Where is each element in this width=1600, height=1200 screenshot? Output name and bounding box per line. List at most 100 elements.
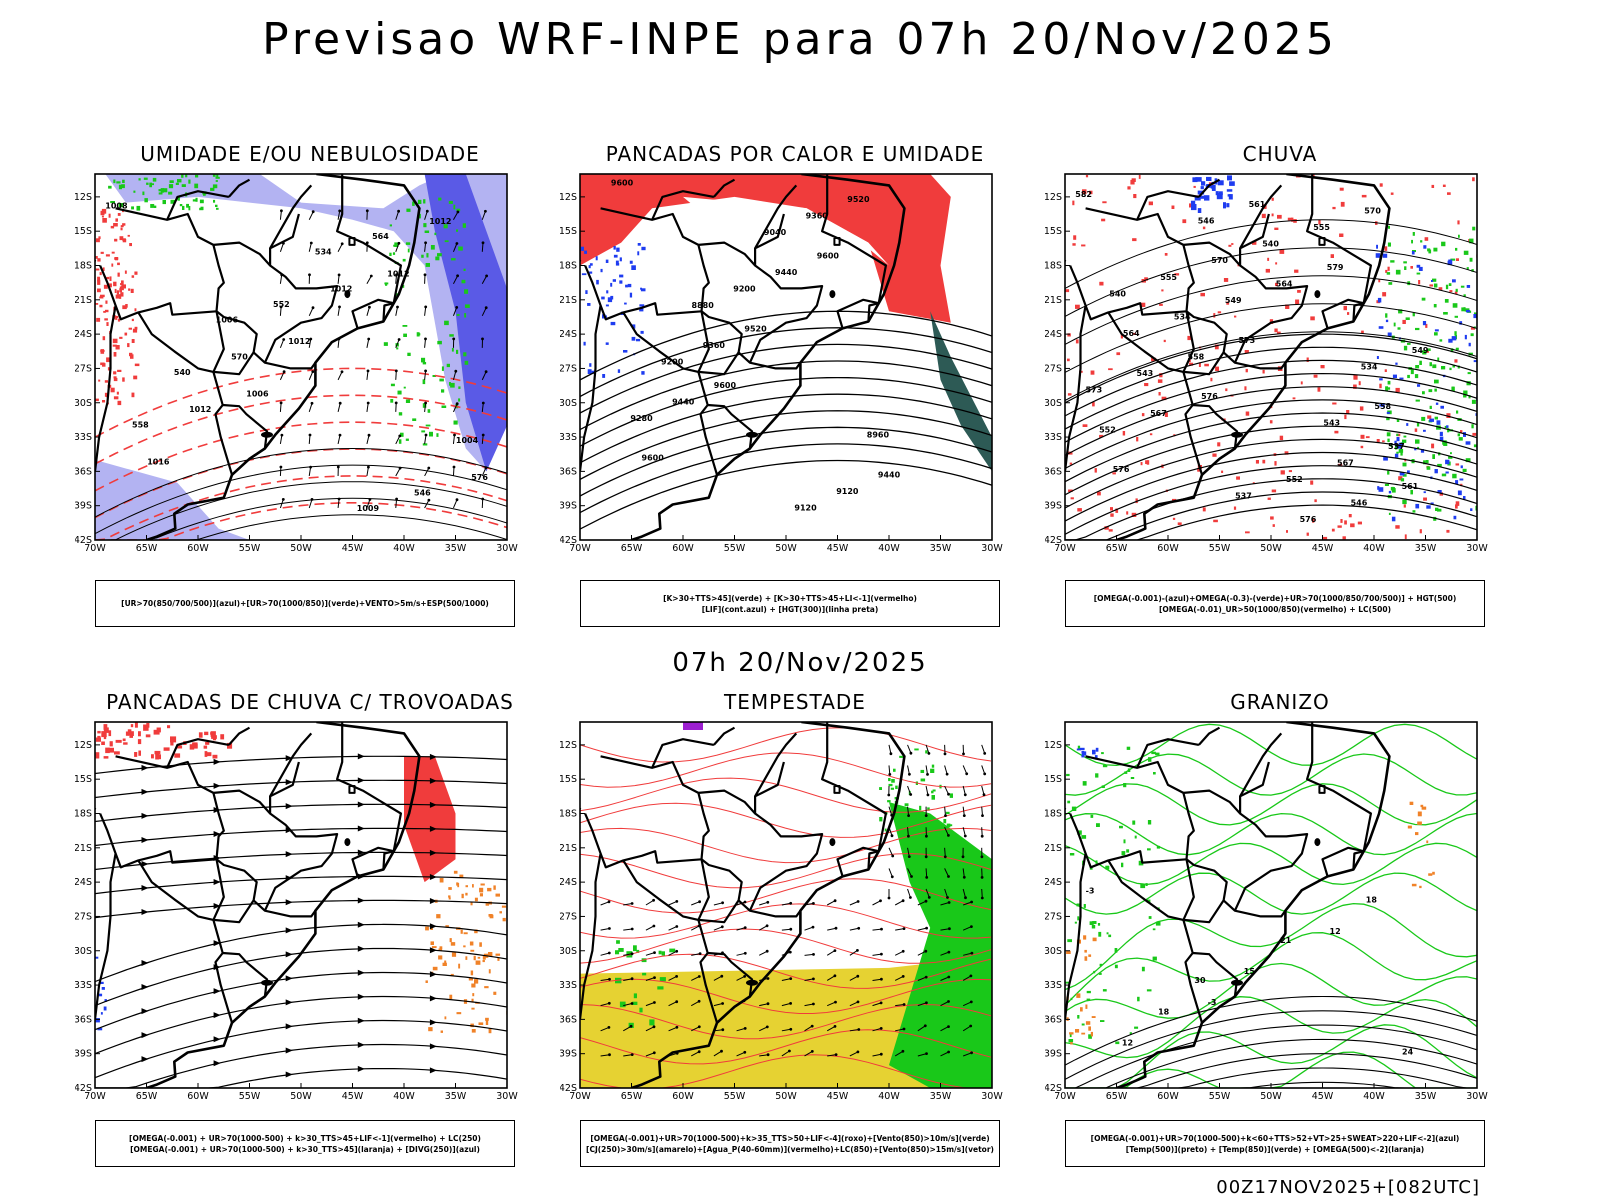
rain-region [1094,468,1097,473]
wind-vector-head [630,927,634,931]
wind-vector [888,806,893,816]
rain-region [1212,453,1217,457]
wind-vector [337,243,343,253]
wind-vector-head [280,433,284,437]
rain-region [1215,366,1219,371]
legend-line: [OMEGA(-0.01)_UR>50(1000/850)(vermelho) … [1158,604,1392,614]
contour-label: 576 [1300,515,1317,524]
strong-wind-region [931,795,935,800]
temp850-contour [1074,921,1077,924]
lon-label: 40W [1363,1091,1385,1102]
lat-label: 15S [560,774,577,785]
rain-region [1454,359,1458,363]
rain-region [1378,279,1381,283]
wind-vector-head [282,338,286,341]
omega-region [1414,374,1419,379]
moderate-instability [430,941,434,945]
moderate-instability [485,1017,489,1021]
contour-label: 534 [1361,362,1378,371]
temp850-contour [1130,777,1135,779]
isoline [95,421,507,492]
contour-label: 534 [315,248,332,257]
thickness-marker [102,363,106,367]
rain-region [1271,489,1277,493]
wind-vector-head [902,927,906,930]
wind-vector [888,765,891,775]
wind-vector [736,1051,746,1057]
wind-vector [962,1001,972,1007]
lat-label: 33S [75,432,92,443]
omega-weak-region [1437,490,1442,494]
moderate-instability [473,955,476,961]
border [269,732,313,797]
temp850-contour [1155,752,1160,756]
wind-vector-head [721,1002,724,1005]
wind-vector-head [812,902,815,905]
contour-label: 9280 [630,414,653,423]
rain-region [1425,350,1429,353]
wind-vector-head [925,1052,928,1055]
wind-vector-head [788,1049,791,1053]
wind-vector [366,307,370,316]
low-level-humidity [389,224,392,227]
low-level-humidity [434,232,437,236]
lifted-index-marker [615,260,619,264]
divergence-marker [103,1006,107,1011]
low-level-humidity [181,174,184,178]
thickness-marker [100,349,105,354]
wind-vector [337,498,340,509]
rain-region [1158,392,1161,396]
border [651,190,715,221]
low-level-humidity [441,405,447,408]
lake [348,237,356,246]
omega-weak-region [1423,491,1426,494]
divergence-marker [97,1027,102,1030]
temp850-contour [1086,998,1091,1001]
precipitable-water-contour [580,928,992,964]
wind-vector [452,243,458,252]
isoline [1065,1067,1477,1088]
low-level-humidity [444,320,449,326]
wind-vector-head [766,1002,770,1006]
moderate-instability [465,885,468,888]
stream-arrow [285,779,293,786]
moderate-instability [460,929,463,934]
thickness-marker [96,238,100,243]
omega500-marker [1069,1032,1074,1035]
thickness-marker [104,380,108,383]
wind-vector [481,275,488,285]
low-level-humidity [406,208,411,212]
rain-region [1460,430,1463,434]
thickness-marker [106,357,111,363]
wind-vector [424,242,427,252]
strong-wind-region [948,824,953,827]
low-level-humidity [160,188,164,193]
stream-arrow [213,988,221,995]
omega-region [1432,278,1437,282]
wind-vector-head [833,1025,837,1028]
rain-region [1172,517,1176,520]
rain-region [1122,431,1126,436]
rain-region [1379,383,1382,389]
omega-weak-region [1435,402,1439,405]
omega-region [1432,454,1435,459]
wind-vector [279,466,282,476]
lake [833,785,841,794]
border [1222,351,1287,370]
wind-vector [759,901,768,906]
thickness-marker [106,322,109,326]
wind-vector-head [456,274,459,278]
contour-label: 1009 [357,504,380,513]
lifted-index-marker [632,324,636,329]
rain-region [1274,328,1278,333]
rain-region [1342,536,1346,540]
thickness-marker [125,304,128,308]
border [269,184,313,249]
low-level-humidity [215,176,220,179]
rain-region [1226,301,1230,305]
stream-arrow [285,999,293,1006]
thickness-marker [113,371,117,375]
moderate-instability [495,953,501,956]
temp850-contour [1114,964,1118,969]
lon-label: 60W [672,1091,694,1102]
